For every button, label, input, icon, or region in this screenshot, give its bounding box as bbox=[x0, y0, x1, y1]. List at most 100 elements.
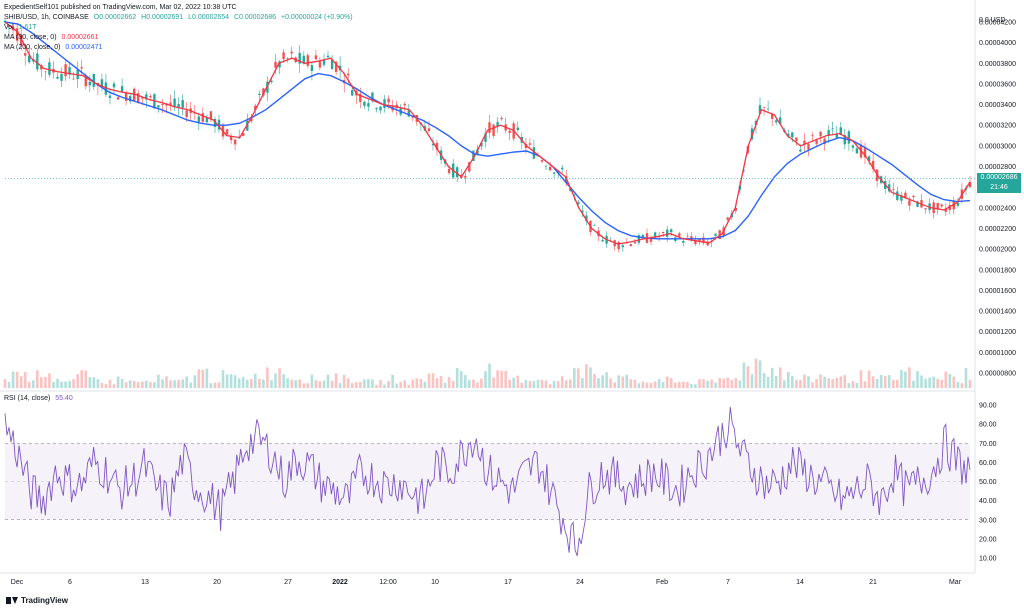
volume-bar bbox=[330, 380, 334, 388]
candle-body bbox=[15, 28, 19, 41]
time-tick-label: Dec bbox=[11, 579, 24, 586]
volume-bar bbox=[68, 380, 71, 388]
volume-bar bbox=[653, 381, 657, 388]
volume-bar bbox=[189, 382, 192, 388]
candle-body bbox=[310, 65, 314, 71]
volume-bar bbox=[916, 371, 919, 388]
price-axis[interactable]: 0.00000800 0.00001000 0.00001200 0.00001400… bbox=[979, 20, 1016, 378]
candle-body bbox=[686, 236, 689, 238]
volume-bar bbox=[84, 370, 88, 388]
volume-bar bbox=[843, 375, 847, 388]
volume-bar bbox=[165, 376, 168, 388]
candle-body bbox=[116, 97, 120, 100]
price-tick-label: 0.00002800 bbox=[979, 164, 1016, 171]
rsi-tick-label: 40.00 bbox=[979, 498, 997, 505]
candle-body bbox=[516, 127, 519, 131]
volume-bar bbox=[237, 378, 241, 388]
time-tick-label: 21 bbox=[869, 579, 877, 586]
volume-bar bbox=[193, 375, 197, 388]
volume-bar bbox=[892, 379, 895, 388]
candle-body bbox=[149, 96, 152, 98]
candle-body bbox=[540, 160, 544, 162]
volume-bar bbox=[682, 381, 685, 388]
time-axis[interactable]: Dec 6 13 20 27 2022 12:00 10 17 24 Feb 7 14 21 Mar bbox=[11, 579, 962, 586]
candle-body bbox=[896, 191, 899, 200]
volume-bar bbox=[851, 381, 855, 388]
candle-body bbox=[702, 237, 705, 244]
volume-bar bbox=[322, 380, 326, 388]
volume-bar bbox=[754, 358, 758, 388]
volume-bar bbox=[605, 372, 608, 388]
volume-bar bbox=[391, 374, 394, 388]
ma30-legend[interactable]: MA (30, close, 0) 0.00002661 bbox=[4, 33, 101, 42]
candle-body bbox=[871, 160, 875, 169]
volume-bar bbox=[48, 373, 51, 388]
symbol-legend[interactable]: SHIB/USD, 1h, COINBASE O0.00002662 H0.00… bbox=[4, 13, 356, 22]
candle-body bbox=[573, 195, 576, 196]
volume-bar bbox=[512, 377, 515, 388]
time-tick-label: Feb bbox=[656, 579, 668, 586]
candle-body bbox=[484, 133, 487, 142]
rsi-label: RSI (14, close) bbox=[4, 395, 51, 402]
price-pane[interactable] bbox=[0, 0, 975, 391]
volume-bar bbox=[932, 376, 935, 388]
candle-body bbox=[472, 150, 475, 161]
rsi-axis[interactable]: 10.00 20.00 30.00 40.00 50.00 60.00 70.00 80.00… bbox=[979, 403, 997, 563]
candle-body bbox=[924, 208, 927, 210]
candle-body bbox=[209, 111, 213, 119]
candle-body bbox=[916, 201, 919, 207]
volume-bar bbox=[819, 374, 822, 388]
ma200-legend[interactable]: MA (200, close, 0) 0.00002471 bbox=[4, 43, 105, 52]
volume-bar bbox=[286, 378, 289, 388]
volume-bar bbox=[597, 378, 600, 388]
volume-bar bbox=[621, 376, 625, 388]
volume-bar bbox=[500, 370, 503, 388]
volume-bar bbox=[334, 373, 338, 388]
volume-bar bbox=[36, 370, 39, 388]
candle-body bbox=[318, 61, 322, 68]
volume-bar bbox=[585, 364, 588, 388]
volume-bar bbox=[964, 368, 968, 388]
volume-bar bbox=[419, 379, 423, 388]
price-tick-label: 0.00003800 bbox=[979, 61, 1016, 68]
volume-bar bbox=[956, 381, 960, 388]
volume-legend[interactable]: Vol 1.61T bbox=[4, 23, 40, 32]
volume-bar bbox=[674, 382, 677, 388]
candle-body bbox=[427, 128, 431, 131]
volume-bar bbox=[847, 383, 851, 388]
volume-bar bbox=[375, 384, 378, 388]
volume-bar bbox=[169, 380, 172, 388]
candle-body bbox=[948, 205, 951, 210]
candle-body bbox=[855, 148, 859, 154]
volume-bar bbox=[940, 380, 943, 388]
candle-body bbox=[944, 208, 947, 212]
candle-body bbox=[185, 110, 188, 117]
candle-body bbox=[282, 52, 285, 60]
volume-bar bbox=[120, 379, 124, 388]
candle-body bbox=[775, 120, 778, 123]
volume-bar bbox=[468, 380, 471, 388]
time-tick-label: 7 bbox=[726, 579, 730, 586]
candle-body bbox=[468, 162, 471, 172]
tradingview-logo[interactable]: TradingView bbox=[6, 596, 68, 605]
volume-bar bbox=[7, 382, 11, 388]
candle-body bbox=[435, 142, 439, 150]
volume-bar bbox=[201, 369, 205, 388]
rsi-pane[interactable] bbox=[0, 391, 975, 573]
candle-body bbox=[72, 78, 75, 80]
rsi-legend[interactable]: RSI (14, close) 55.40 bbox=[4, 394, 76, 403]
volume-bar bbox=[811, 382, 814, 388]
volume-bar bbox=[266, 367, 269, 388]
volume-bar bbox=[766, 376, 770, 388]
time-tick-label: 20 bbox=[213, 579, 221, 586]
volume-bar bbox=[799, 380, 802, 388]
candle-body bbox=[779, 117, 782, 124]
candle-body bbox=[714, 233, 717, 236]
candle-body bbox=[64, 64, 67, 77]
volume-bar bbox=[40, 377, 43, 388]
volume-bar bbox=[593, 373, 596, 388]
candle-body bbox=[726, 217, 729, 220]
volume-bar bbox=[791, 376, 794, 388]
volume-bar bbox=[104, 383, 108, 388]
